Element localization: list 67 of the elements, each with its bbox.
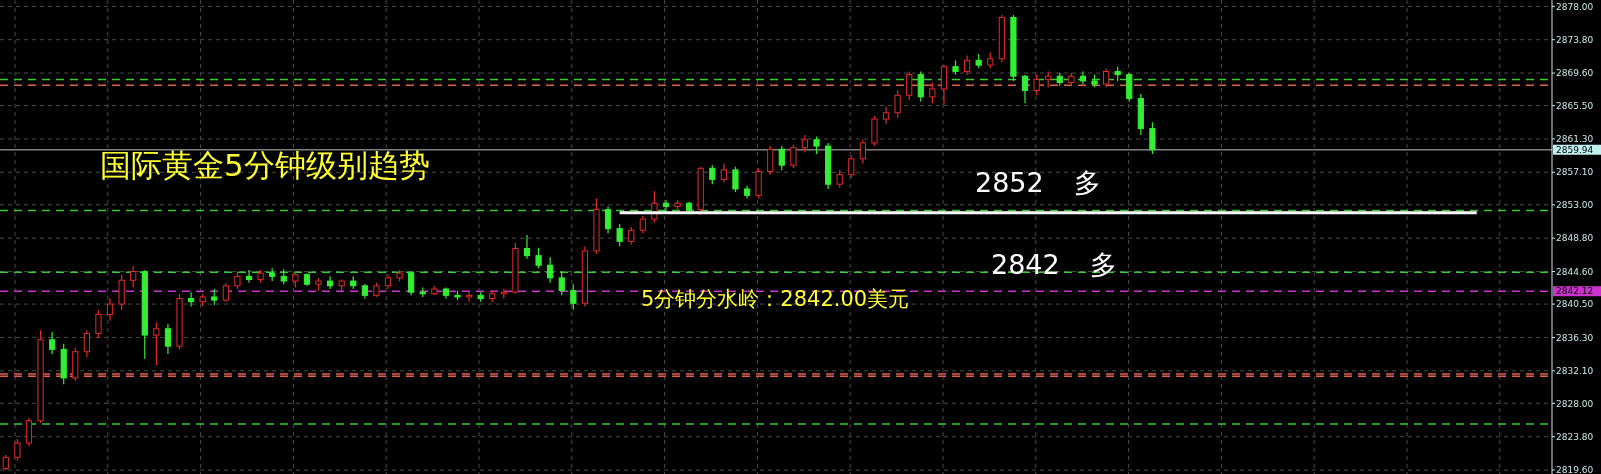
candlestick bbox=[1149, 121, 1156, 155]
candlestick bbox=[153, 321, 160, 366]
candlestick bbox=[570, 283, 577, 311]
candlestick bbox=[604, 205, 612, 235]
candlestick bbox=[535, 247, 542, 269]
candlestick bbox=[848, 155, 855, 179]
candlestick bbox=[106, 297, 114, 322]
annotation: 2842 多 bbox=[991, 249, 1118, 280]
candlestick bbox=[465, 291, 473, 303]
candlestick bbox=[709, 164, 716, 185]
ref-line-label: 2859.94 bbox=[1556, 144, 1594, 155]
annotation: 2852 多 bbox=[975, 167, 1102, 198]
candlestick bbox=[964, 54, 971, 76]
candlestick bbox=[767, 145, 774, 176]
candlestick bbox=[871, 115, 878, 147]
y-tick-label: 2832.10 bbox=[1556, 365, 1594, 376]
candlestick bbox=[929, 81, 936, 104]
y-tick-label: 2828.00 bbox=[1556, 398, 1594, 409]
candlestick bbox=[790, 143, 797, 169]
y-tick-label: 2823.80 bbox=[1556, 431, 1594, 442]
candlestick bbox=[882, 105, 890, 125]
text: 国际黄金5分钟级别趋势 bbox=[100, 147, 430, 183]
candlestick bbox=[1079, 70, 1087, 85]
candlestick bbox=[859, 139, 866, 165]
candlestick bbox=[164, 323, 172, 355]
candlestick bbox=[222, 282, 229, 303]
candlestick bbox=[1126, 72, 1133, 103]
candlestick bbox=[732, 166, 739, 193]
candlestick bbox=[917, 70, 924, 103]
candlestick bbox=[326, 275, 334, 290]
y-tick-label: 2865.50 bbox=[1556, 100, 1594, 111]
candlestick bbox=[245, 269, 253, 284]
candlestick bbox=[558, 270, 565, 296]
candlestick bbox=[118, 274, 125, 311]
candlestick bbox=[906, 70, 913, 101]
y-tick-label: 2873.80 bbox=[1556, 34, 1594, 45]
candlestick bbox=[188, 291, 195, 308]
y-tick-label: 2853.00 bbox=[1556, 200, 1594, 211]
y-tick-label: 2848.80 bbox=[1556, 233, 1594, 244]
candlestick bbox=[83, 329, 90, 358]
candlestick bbox=[49, 331, 56, 355]
candlestick bbox=[940, 64, 948, 106]
candlestick bbox=[547, 256, 554, 284]
candlestick bbox=[755, 167, 762, 200]
y-tick-label: 2861.30 bbox=[1556, 134, 1594, 145]
y-tick-label: 2840.50 bbox=[1556, 299, 1594, 310]
annotation: 5分钟分水岭：2842.00美元 bbox=[641, 287, 910, 311]
candlestick bbox=[14, 438, 21, 462]
candlestick bbox=[25, 417, 33, 447]
candlestick bbox=[523, 234, 531, 260]
y-tick-label: 2836.30 bbox=[1556, 332, 1594, 343]
candlestick bbox=[1033, 74, 1040, 96]
candlestick bbox=[894, 89, 901, 119]
candlestick bbox=[95, 309, 102, 339]
y-tick-label: 2869.60 bbox=[1556, 68, 1594, 79]
candlestick bbox=[720, 162, 727, 184]
ref-line-label: 2842.12 bbox=[1556, 286, 1594, 297]
y-tick-label: 2819.60 bbox=[1556, 465, 1594, 474]
y-tick-label: 2857.10 bbox=[1556, 167, 1594, 178]
y-tick-label: 2844.60 bbox=[1556, 266, 1594, 277]
y-tick-label: 2878.00 bbox=[1556, 1, 1594, 12]
candlestick bbox=[1021, 74, 1029, 104]
candlestick bbox=[1102, 67, 1110, 88]
candlestick bbox=[662, 199, 670, 212]
candlestick bbox=[778, 145, 785, 171]
candlestick bbox=[130, 265, 137, 289]
candlestick bbox=[616, 223, 623, 247]
